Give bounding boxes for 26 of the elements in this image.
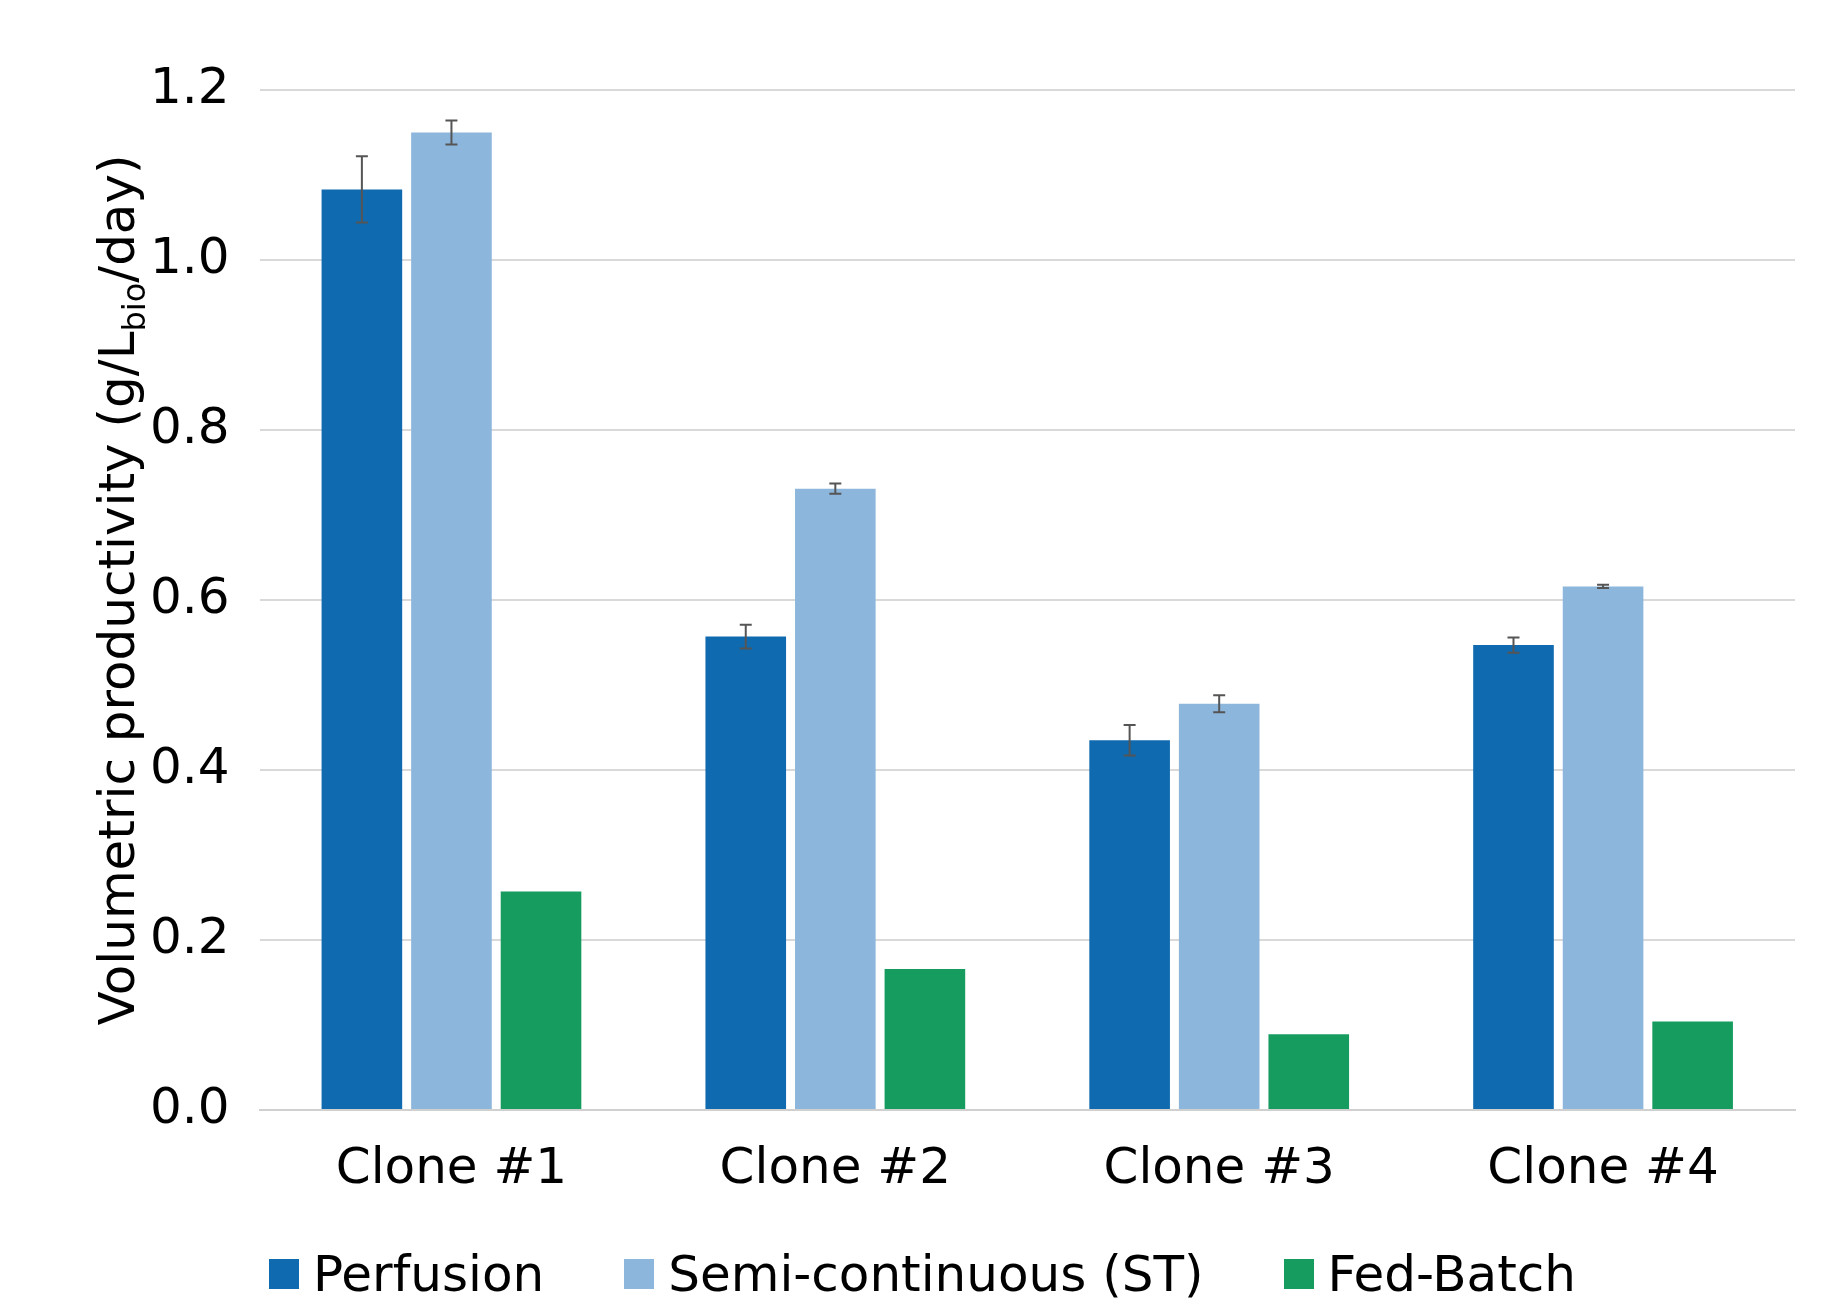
y-tick-label: 0.4: [149, 736, 230, 795]
bar: [321, 189, 403, 1109]
x-tick-label: Clone #4: [1487, 1136, 1719, 1195]
bar: [1089, 740, 1170, 1109]
bar: [1268, 1034, 1350, 1109]
y-tick-label: 0.6: [149, 566, 230, 625]
bar: [795, 488, 876, 1109]
x-tick-label: Clone #3: [1103, 1136, 1335, 1195]
legend-label: Semi-continuous (ST): [668, 1245, 1204, 1303]
y-tick-label: 0.2: [149, 906, 230, 965]
y-tick-label: 0.0: [149, 1076, 230, 1135]
bar: [1562, 586, 1644, 1109]
y-tick-label: 0.8: [149, 396, 230, 455]
y-tick-label: 1.0: [149, 226, 230, 285]
bar: [500, 891, 582, 1109]
x-tick-label: Clone #2: [719, 1136, 952, 1195]
legend-label: Fed-Batch: [1327, 1245, 1577, 1303]
bar: [411, 132, 492, 1109]
bar: [884, 968, 966, 1109]
x-tick-label: Clone #1: [335, 1136, 568, 1195]
bar: [1473, 645, 1554, 1109]
bar: [1652, 1021, 1733, 1109]
legend-label: Perfusion: [312, 1245, 545, 1303]
bar: [705, 636, 787, 1109]
y-tick-label: 1.2: [149, 56, 230, 115]
bar: [1178, 703, 1260, 1109]
